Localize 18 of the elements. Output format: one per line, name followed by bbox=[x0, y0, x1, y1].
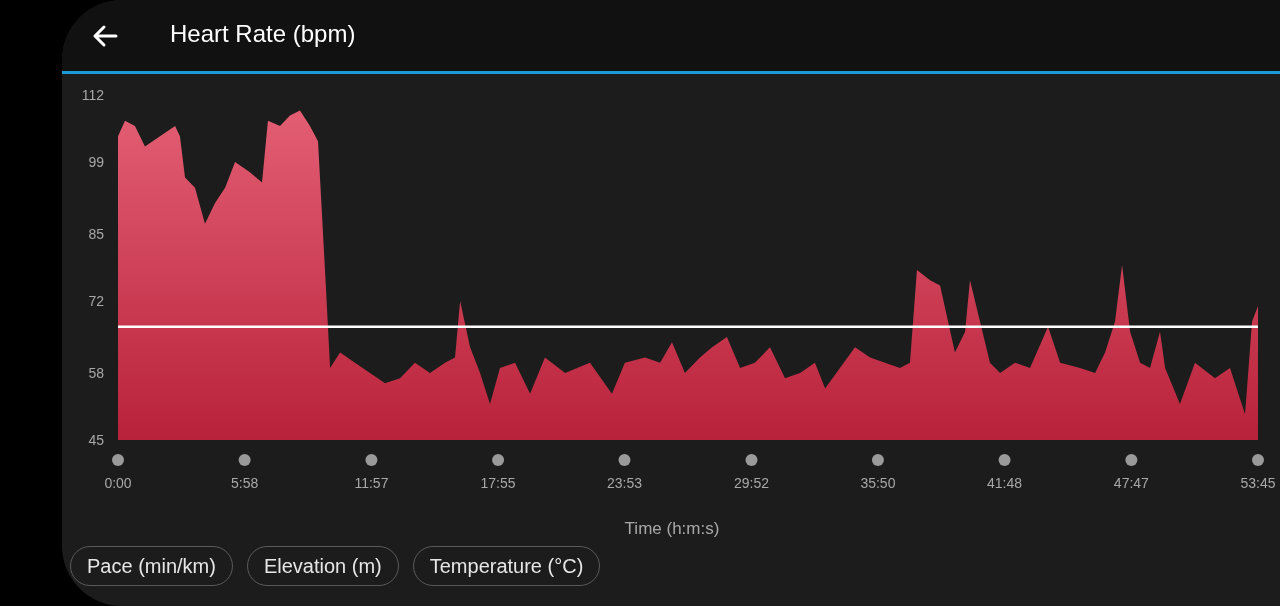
x-axis-title: Time (h:m:s) bbox=[624, 519, 720, 538]
x-tick-label: 53:45 bbox=[1240, 475, 1276, 491]
y-tick-label: 112 bbox=[81, 87, 105, 103]
y-tick-label: 45 bbox=[88, 432, 105, 448]
x-tick-label: 35:50 bbox=[860, 475, 896, 491]
x-tick-label: 47:47 bbox=[1113, 475, 1150, 491]
y-tick-label: 85 bbox=[88, 226, 105, 243]
chart-title: Heart Rate (bpm) bbox=[170, 20, 356, 48]
x-tick-label: 29:52 bbox=[734, 475, 770, 491]
x-tick-label: 0:00 bbox=[104, 475, 132, 491]
y-tick-label: 58 bbox=[88, 365, 105, 382]
y-tick-label: 72 bbox=[88, 292, 105, 309]
x-tick-label: 17:55 bbox=[480, 475, 516, 491]
x-tick-label: 23:53 bbox=[606, 475, 643, 491]
x-tick-label: 41:48 bbox=[987, 475, 1023, 491]
x-tick-label: 5:58 bbox=[230, 475, 259, 491]
x-tick-label: 11:57 bbox=[354, 475, 389, 491]
y-tick-label: 99 bbox=[88, 153, 105, 170]
